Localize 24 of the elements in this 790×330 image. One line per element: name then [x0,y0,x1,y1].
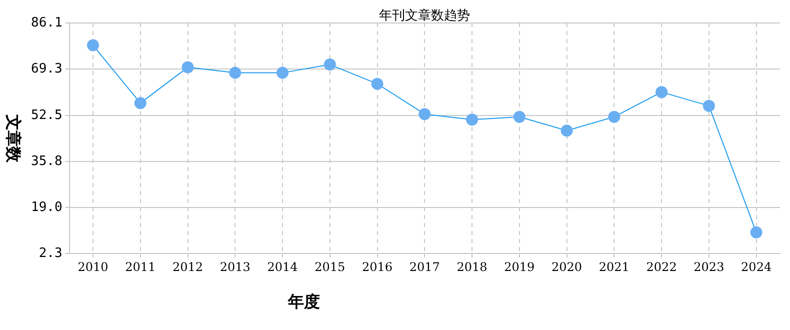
y-tick-label: 86.1 [30,15,62,30]
chart-title: 年刊文章数趋势 [379,8,470,24]
x-tick-label: 2010 [78,260,108,274]
y-axis-title: 文章数 [4,113,23,164]
x-tick-label: 2012 [172,260,204,274]
x-tick-label: 2021 [598,260,630,274]
x-tick-label: 2014 [267,260,298,274]
x-tick-label: 2017 [409,260,440,274]
x-tick-label: 2016 [362,260,393,274]
x-axis-title: 年度 [286,292,320,312]
y-tick-label: 69.3 [30,62,62,77]
x-tick-label: 2022 [646,260,677,274]
x-tick-label: 2024 [741,260,772,274]
y-tick-label: 19.0 [30,200,62,216]
y-tick-label: 2.3 [38,246,62,261]
x-tick-label: 2011 [125,260,156,274]
y-tick-label: 52.5 [30,108,62,123]
x-tick-label: 2020 [552,260,582,274]
x-tick-label: 2015 [314,260,346,274]
x-tick-label: 2013 [220,260,250,274]
x-tick-label: 2019 [504,260,535,274]
x-tick-label: 2018 [456,260,488,274]
y-tick-label: 35.8 [30,154,62,169]
x-tick-label: 2023 [694,260,724,274]
